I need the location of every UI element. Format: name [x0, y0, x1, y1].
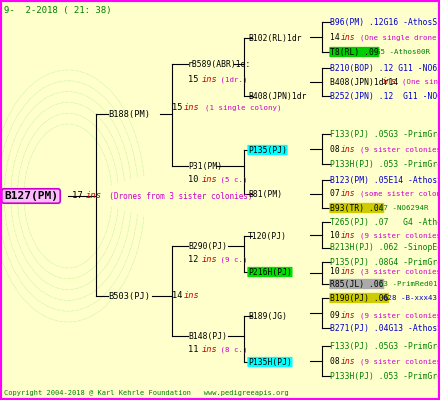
Text: G7 -NO6294R: G7 -NO6294R: [370, 205, 429, 211]
Text: (some sister colonies): (some sister colonies): [352, 191, 440, 197]
Text: (9 sister colonies): (9 sister colonies): [352, 147, 440, 153]
Text: F133(PJ) .05G3 -PrimGreen00: F133(PJ) .05G3 -PrimGreen00: [330, 130, 440, 138]
Text: ins: ins: [184, 104, 200, 112]
Text: (9 sister colonies): (9 sister colonies): [352, 233, 440, 239]
Text: 15: 15: [188, 76, 204, 84]
Text: 9-  2-2018 ( 21: 38): 9- 2-2018 ( 21: 38): [4, 6, 111, 15]
Text: ins: ins: [341, 232, 355, 240]
Text: ins: ins: [341, 312, 355, 320]
Text: P135H(PJ): P135H(PJ): [248, 358, 292, 366]
Text: T265(PJ) .07   G4 -Athos00R: T265(PJ) .07 G4 -Athos00R: [330, 218, 440, 226]
Text: P31(PM): P31(PM): [188, 162, 222, 170]
Text: G3 -PrimRed01: G3 -PrimRed01: [370, 281, 438, 287]
Text: R85(JL) .06: R85(JL) .06: [330, 280, 384, 288]
Text: P135(PJ) .08G4 -PrimGreen00: P135(PJ) .08G4 -PrimGreen00: [330, 258, 440, 266]
Text: B408(JPN)1dr14: B408(JPN)1dr14: [330, 78, 403, 86]
Text: B127(PM): B127(PM): [4, 191, 58, 201]
Text: ins: ins: [341, 34, 355, 42]
Text: 07: 07: [330, 190, 345, 198]
Text: 11: 11: [188, 346, 204, 354]
Text: B188(PM): B188(PM): [108, 110, 150, 118]
Text: B210(BOP) .12 G11 -NO6294R: B210(BOP) .12 G11 -NO6294R: [330, 64, 440, 72]
Text: B93(TR) .04: B93(TR) .04: [330, 204, 384, 212]
Text: B213H(PJ) .062 -SinopEgg86R: B213H(PJ) .062 -SinopEgg86R: [330, 244, 440, 252]
Text: ins: ins: [341, 146, 355, 154]
Text: (9 c.): (9 c.): [216, 257, 247, 263]
Text: B81(PM): B81(PM): [248, 190, 282, 198]
Text: (1dr.): (1dr.): [216, 77, 247, 83]
Text: T120(PJ): T120(PJ): [248, 232, 287, 240]
Text: 10: 10: [330, 268, 345, 276]
Text: ins: ins: [341, 268, 355, 276]
Text: ins: ins: [202, 256, 218, 264]
Text: rB589(ABR)1d:: rB589(ABR)1d:: [188, 60, 251, 68]
Text: 08: 08: [330, 146, 345, 154]
Text: ins: ins: [184, 292, 200, 300]
Text: ins: ins: [86, 192, 102, 200]
Text: B252(JPN) .12  G11 -NO6294R: B252(JPN) .12 G11 -NO6294R: [330, 92, 440, 100]
Text: B503(PJ): B503(PJ): [108, 292, 150, 300]
Text: B123(PM) .05E14 -AthosS180R: B123(PM) .05E14 -AthosS180R: [330, 176, 440, 184]
Text: (One single drone): (One single drone): [352, 35, 440, 41]
Text: (3 sister colonies): (3 sister colonies): [352, 269, 440, 275]
Text: B148(PJ): B148(PJ): [188, 332, 227, 340]
Text: 14: 14: [330, 34, 345, 42]
Text: 10: 10: [188, 176, 204, 184]
Text: (8 c.): (8 c.): [216, 347, 247, 353]
Text: (Drones from 3 sister colonies): (Drones from 3 sister colonies): [100, 192, 253, 200]
Text: B96(PM) .12G16 -AthosS180R: B96(PM) .12G16 -AthosS180R: [330, 18, 440, 26]
Text: (One single drone): (One single drone): [393, 79, 440, 85]
Text: P135(PJ): P135(PJ): [248, 146, 287, 154]
Text: ins: ins: [341, 358, 355, 366]
Text: ins: ins: [341, 190, 355, 198]
Text: 10: 10: [330, 232, 345, 240]
Text: P133H(PJ) .053 -PrimGreen00: P133H(PJ) .053 -PrimGreen00: [330, 160, 440, 168]
Text: Copyright 2004-2018 @ Karl Kehrle Foundation   www.pedigreeapis.org: Copyright 2004-2018 @ Karl Kehrle Founda…: [4, 390, 289, 396]
Text: B189(JG): B189(JG): [248, 312, 287, 320]
Text: B102(RL)1dr: B102(RL)1dr: [248, 34, 302, 42]
Text: 14: 14: [172, 292, 188, 300]
Text: P133H(PJ) .053 -PrimGreen00: P133H(PJ) .053 -PrimGreen00: [330, 372, 440, 380]
Text: 12: 12: [188, 256, 204, 264]
Text: B408(JPN)1dr: B408(JPN)1dr: [248, 92, 307, 100]
Text: ins: ins: [382, 78, 396, 86]
Text: P216H(PJ): P216H(PJ): [248, 268, 292, 276]
Text: 15: 15: [172, 104, 188, 112]
Text: B271(PJ) .04G13 -AthosS180R: B271(PJ) .04G13 -AthosS180R: [330, 324, 440, 332]
Text: 08: 08: [330, 358, 345, 366]
Text: G28 -B-xxx43: G28 -B-xxx43: [374, 295, 437, 301]
Text: F133(PJ) .05G3 -PrimGreen00: F133(PJ) .05G3 -PrimGreen00: [330, 342, 440, 350]
Text: B290(PJ): B290(PJ): [188, 242, 227, 250]
Text: (1 single colony): (1 single colony): [196, 105, 282, 111]
Text: ins: ins: [202, 176, 218, 184]
Text: 17: 17: [72, 192, 88, 200]
Text: G5 -Athos00R: G5 -Athos00R: [367, 49, 430, 55]
Text: T8(RL) .09: T8(RL) .09: [330, 48, 379, 56]
Text: ins: ins: [202, 346, 218, 354]
Text: (9 sister colonies): (9 sister colonies): [352, 359, 440, 365]
Text: B190(PJ) .06: B190(PJ) .06: [330, 294, 389, 302]
Text: (5 c.): (5 c.): [216, 177, 247, 183]
Text: (9 sister colonies): (9 sister colonies): [352, 313, 440, 319]
Text: ins: ins: [202, 76, 218, 84]
Text: 09: 09: [330, 312, 345, 320]
